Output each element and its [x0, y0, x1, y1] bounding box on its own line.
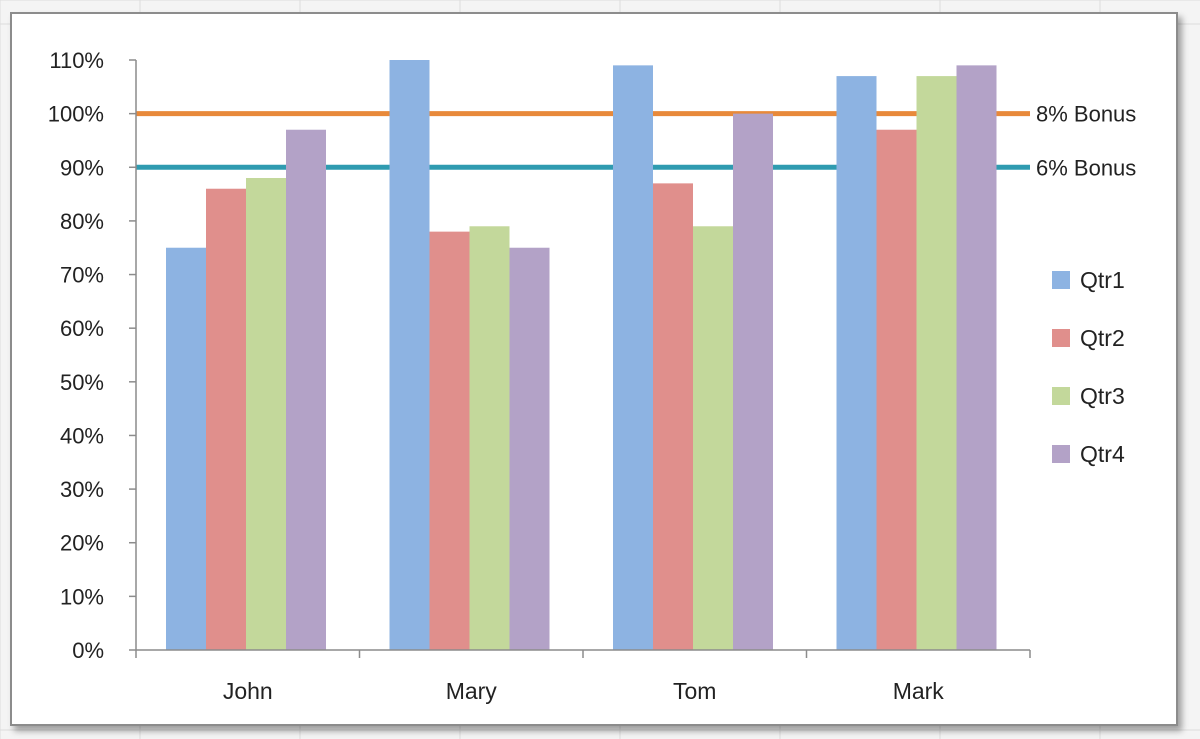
bar-mary-qtr1: [389, 60, 430, 650]
y-tick-label: 60%: [60, 316, 104, 341]
bar-mark-qtr3: [916, 76, 957, 650]
y-tick-label: 30%: [60, 477, 104, 502]
y-tick-label: 20%: [60, 531, 104, 556]
bar-tom-qtr4: [733, 113, 773, 651]
bar-tom-qtr3: [693, 226, 733, 651]
bar-john-qtr3: [246, 178, 286, 650]
bar-mary-qtr3: [469, 226, 510, 651]
bar-mary-qtr2: [429, 231, 470, 651]
reference-label-bonus-8: 8% Bonus: [1036, 102, 1136, 127]
bar-mark-qtr4: [956, 65, 997, 650]
bar-mark-qtr2: [876, 129, 917, 650]
legend-label-qtr3: Qtr3: [1080, 383, 1125, 409]
y-tick-label: 110%: [49, 48, 104, 73]
x-tick-label-mark: Mark: [893, 678, 945, 704]
bar-mary-qtr4: [509, 247, 550, 650]
y-tick-label: 0%: [72, 638, 104, 663]
legend-swatch-qtr4: [1052, 445, 1070, 463]
legend-swatch-qtr2: [1052, 329, 1070, 347]
y-tick-label: 70%: [60, 263, 104, 288]
bar-john-qtr2: [206, 188, 246, 650]
y-tick-label: 90%: [60, 155, 104, 180]
y-tick-label: 80%: [60, 209, 104, 234]
legend-label-qtr1: Qtr1: [1080, 267, 1125, 293]
x-tick-label-mary: Mary: [446, 678, 498, 704]
y-tick-label: 10%: [60, 584, 104, 609]
y-tick-label: 50%: [60, 370, 104, 395]
y-tick-label: 100%: [48, 102, 104, 127]
bar-mark-qtr1: [836, 76, 877, 650]
bar-tom-qtr1: [613, 65, 653, 650]
x-tick-label-tom: Tom: [673, 678, 716, 704]
legend-label-qtr2: Qtr2: [1080, 325, 1125, 351]
bar-tom-qtr2: [653, 183, 693, 650]
bar-john-qtr4: [286, 129, 326, 650]
y-tick-label: 40%: [60, 423, 104, 448]
legend-label-qtr4: Qtr4: [1080, 441, 1125, 467]
legend-swatch-qtr3: [1052, 387, 1070, 405]
bar-john-qtr1: [166, 247, 206, 650]
x-tick-label-john: John: [223, 678, 273, 704]
legend-swatch-qtr1: [1052, 271, 1070, 289]
reference-label-bonus-6: 6% Bonus: [1036, 155, 1136, 180]
